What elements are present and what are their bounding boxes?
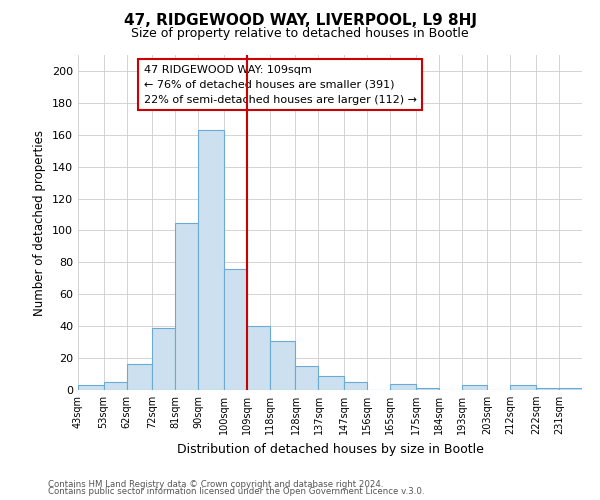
Bar	[390, 384, 416, 390]
Bar	[319, 376, 344, 390]
Text: Contains HM Land Registry data © Crown copyright and database right 2024.: Contains HM Land Registry data © Crown c…	[48, 480, 383, 489]
Text: Size of property relative to detached houses in Bootle: Size of property relative to detached ho…	[131, 28, 469, 40]
Bar	[198, 130, 224, 390]
Bar	[104, 382, 127, 390]
Bar	[416, 388, 439, 390]
Bar	[462, 385, 487, 390]
Bar	[536, 388, 559, 390]
Bar	[247, 326, 270, 390]
Bar	[559, 388, 582, 390]
Text: 47 RIDGEWOOD WAY: 109sqm
← 76% of detached houses are smaller (391)
22% of semi-: 47 RIDGEWOOD WAY: 109sqm ← 76% of detach…	[143, 65, 416, 104]
Bar	[78, 385, 104, 390]
Bar	[511, 385, 536, 390]
Bar	[295, 366, 319, 390]
X-axis label: Distribution of detached houses by size in Bootle: Distribution of detached houses by size …	[176, 442, 484, 456]
Bar	[175, 222, 198, 390]
Y-axis label: Number of detached properties: Number of detached properties	[34, 130, 46, 316]
Text: Contains public sector information licensed under the Open Government Licence v.: Contains public sector information licen…	[48, 487, 425, 496]
Bar	[152, 328, 175, 390]
Bar	[270, 340, 295, 390]
Bar	[127, 364, 152, 390]
Text: 47, RIDGEWOOD WAY, LIVERPOOL, L9 8HJ: 47, RIDGEWOOD WAY, LIVERPOOL, L9 8HJ	[124, 12, 476, 28]
Bar	[224, 269, 247, 390]
Bar	[344, 382, 367, 390]
